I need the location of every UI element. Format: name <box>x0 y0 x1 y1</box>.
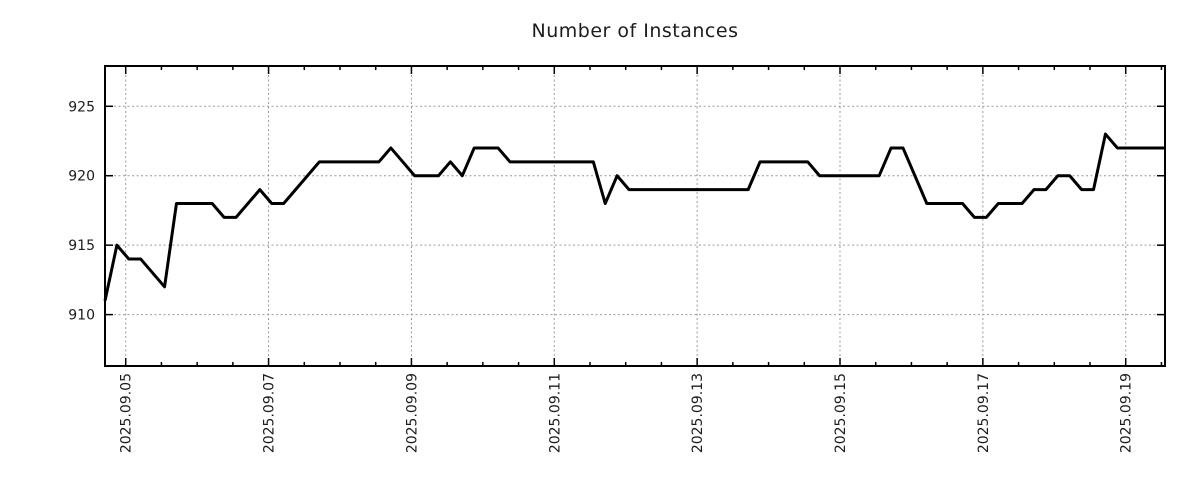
gridlines <box>105 66 1165 366</box>
axis-ticks <box>105 66 1165 366</box>
y-tick-label: 910 <box>68 308 95 324</box>
x-tick-label: 2025.09.13 <box>690 373 706 453</box>
series-line <box>103 132 1165 302</box>
y-tick-label: 915 <box>68 238 95 254</box>
plot-border <box>104 65 1166 367</box>
y-tick-label: 925 <box>68 99 95 115</box>
x-tick-label: 2025.09.05 <box>119 373 135 453</box>
x-tick-label: 2025.09.11 <box>547 373 563 453</box>
chart-title: Number of Instances <box>531 20 739 42</box>
tick-labels: 910 915 920 925 2025.09.05 2025.09.07 2025.09.… <box>68 99 1134 453</box>
x-tick-label: 2025.09.07 <box>262 373 278 453</box>
x-tick-label: 2025.09.09 <box>404 373 420 453</box>
x-tick-label: 2025.09.17 <box>976 373 992 453</box>
x-tick-label: 2025.09.19 <box>1119 373 1135 453</box>
x-tick-label: 2025.09.15 <box>833 373 849 453</box>
y-tick-label: 920 <box>68 169 95 185</box>
